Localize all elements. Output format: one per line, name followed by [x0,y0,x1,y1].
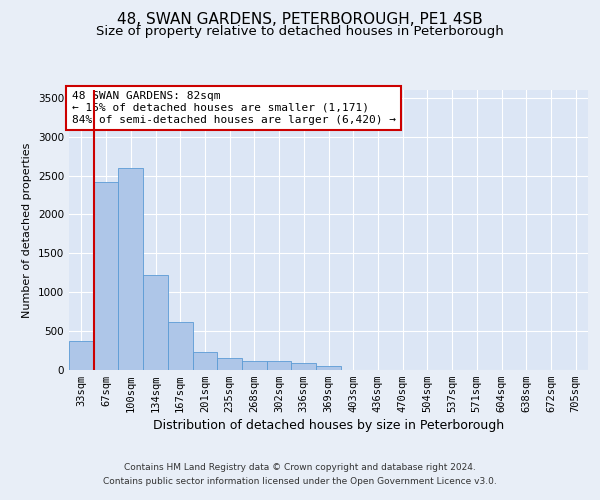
Bar [217,358,242,370]
Text: 48, SWAN GARDENS, PETERBOROUGH, PE1 4SB: 48, SWAN GARDENS, PETERBOROUGH, PE1 4SB [117,12,483,28]
Bar [193,352,217,370]
Text: Size of property relative to detached houses in Peterborough: Size of property relative to detached ho… [96,25,504,38]
Bar [94,182,118,370]
X-axis label: Distribution of detached houses by size in Peterborough: Distribution of detached houses by size … [153,420,504,432]
Bar [267,361,292,370]
Bar [118,168,143,370]
Text: Contains public sector information licensed under the Open Government Licence v3: Contains public sector information licen… [103,477,497,486]
Bar [143,275,168,370]
Text: 48 SWAN GARDENS: 82sqm
← 15% of detached houses are smaller (1,171)
84% of semi-: 48 SWAN GARDENS: 82sqm ← 15% of detached… [71,92,395,124]
Y-axis label: Number of detached properties: Number of detached properties [22,142,32,318]
Bar [69,341,94,370]
Bar [316,366,341,370]
Bar [168,322,193,370]
Bar [292,362,316,370]
Text: Contains HM Land Registry data © Crown copyright and database right 2024.: Contains HM Land Registry data © Crown c… [124,464,476,472]
Bar [242,360,267,370]
